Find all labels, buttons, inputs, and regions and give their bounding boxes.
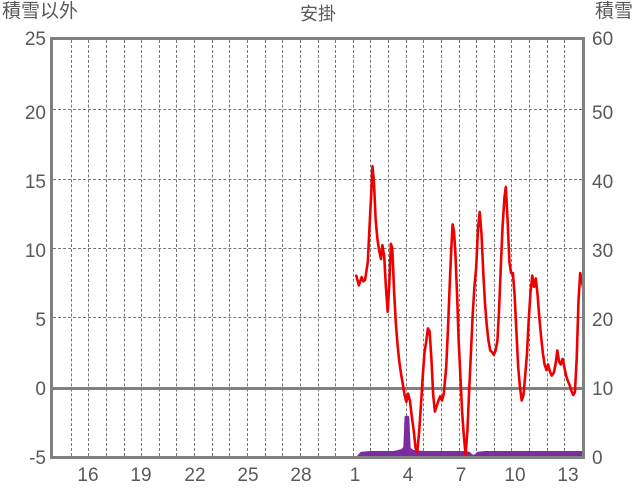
x-tick-6: 4 [402, 465, 414, 486]
x-tick-0: 16 [77, 465, 99, 486]
x-tick-2: 22 [184, 465, 206, 486]
chart-title: 安掛 [300, 4, 336, 24]
snow-area [358, 417, 582, 456]
horizontal-gridline [53, 109, 582, 111]
right-y-tick-6: 0 [592, 448, 603, 469]
series-layer [354, 164, 582, 456]
horizontal-gridline [53, 248, 582, 249]
plot-area [50, 37, 585, 459]
right-axis-title: 積雪 [594, 1, 633, 22]
left-y-tick-1: 20 [24, 103, 46, 124]
x-tick-1: 19 [130, 465, 152, 486]
x-tick-5: 1 [349, 465, 361, 486]
left-y-tick-6: -5 [29, 448, 46, 469]
right-y-tick-0: 60 [592, 29, 614, 50]
right-y-tick-4: 20 [592, 310, 614, 331]
left-y-tick-0: 25 [24, 29, 46, 50]
precipitation-line-series [354, 164, 582, 456]
left-axis-title: 積雪以外 [2, 1, 79, 22]
right-y-tick-2: 40 [592, 172, 614, 193]
right-y-tick-3: 30 [592, 241, 614, 262]
x-tick-9: 13 [557, 465, 579, 486]
left-y-tick-2: 15 [24, 172, 46, 193]
x-tick-3: 25 [237, 465, 259, 486]
snow-line-series [357, 415, 582, 456]
left-y-tick-4: 5 [35, 310, 46, 331]
horizontal-gridline [53, 317, 582, 319]
x-tick-7: 7 [455, 465, 467, 486]
x-tick-4: 28 [290, 465, 312, 486]
left-y-tick-5: 0 [35, 379, 46, 400]
x-tick-8: 10 [504, 465, 526, 486]
right-y-tick-1: 50 [592, 103, 614, 124]
right-y-tick-5: 10 [592, 379, 614, 400]
horizontal-gridline [53, 178, 582, 180]
zero-line [53, 386, 582, 390]
plot-inner [53, 40, 582, 456]
left-y-tick-3: 10 [24, 241, 46, 262]
